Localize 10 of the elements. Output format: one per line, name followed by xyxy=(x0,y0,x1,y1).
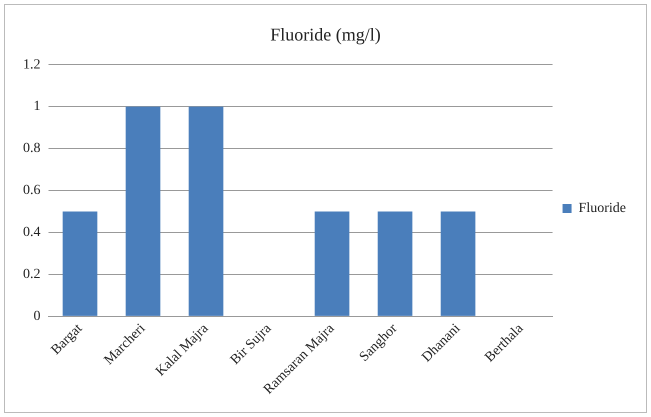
y-tick-label: 1 xyxy=(34,99,40,114)
y-tick-label: 0.4 xyxy=(23,225,40,240)
y-tick-label: 0.6 xyxy=(23,183,40,198)
chart-title: Fluoride (mg/l) xyxy=(270,24,381,45)
y-tick-label: 1.2 xyxy=(23,57,40,72)
y-tick-label: 0.2 xyxy=(23,267,40,282)
y-tick-label: 0.8 xyxy=(23,141,40,156)
legend-label: Fluoride xyxy=(578,201,626,216)
y-tick-label: 0 xyxy=(34,309,40,324)
x-tick-label: Bir Sujra xyxy=(228,320,275,368)
